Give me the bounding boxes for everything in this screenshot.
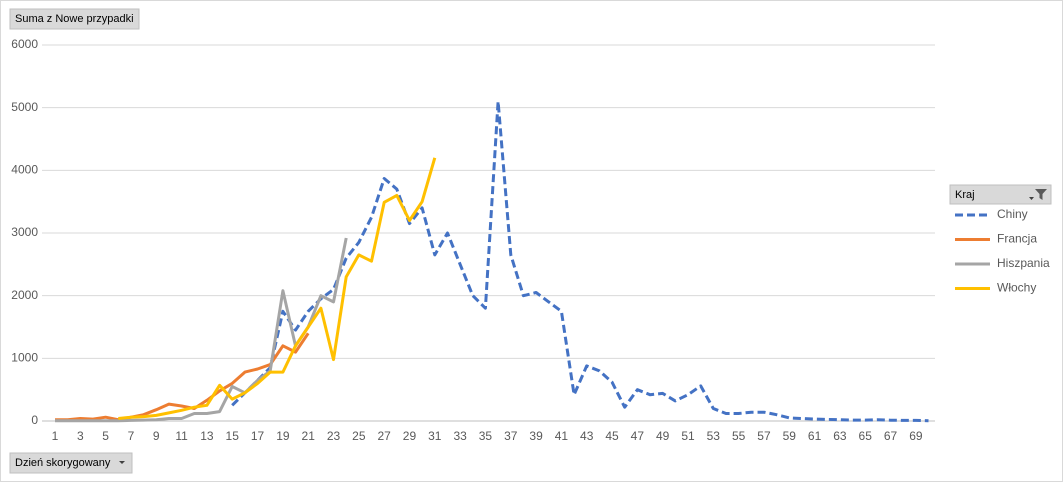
legend-label: Włochy	[997, 281, 1036, 295]
y-tick-label: 1000	[11, 351, 38, 365]
x-tick-label: 55	[732, 429, 746, 443]
x-tick-label: 69	[909, 429, 923, 443]
x-tick-label: 59	[783, 429, 797, 443]
x-tick-label: 1	[52, 429, 59, 443]
series-line	[55, 332, 310, 422]
legend-label: Chiny	[997, 207, 1028, 221]
x-tick-label: 65	[859, 429, 873, 443]
x-tick-label: 61	[808, 429, 822, 443]
legend-field-button[interactable]: Kraj	[949, 184, 1052, 205]
y-tick-label: 3000	[11, 225, 38, 239]
x-tick-label: 31	[428, 429, 442, 443]
y-tick-label: 4000	[11, 163, 38, 177]
x-tick-label: 39	[529, 429, 543, 443]
x-tick-label: 27	[377, 429, 391, 443]
value-field-label[interactable]: Suma z Nowe przypadki	[15, 13, 134, 25]
x-tick-label: 13	[200, 429, 214, 443]
x-tick-label: 21	[302, 429, 316, 443]
x-tick-label: 37	[504, 429, 518, 443]
series-line	[118, 157, 437, 420]
x-tick-label: 63	[833, 429, 847, 443]
x-tick-label: 41	[555, 429, 569, 443]
y-tick-label: 5000	[11, 100, 38, 114]
x-tick-label: 23	[327, 429, 341, 443]
x-tick-label: 47	[631, 429, 645, 443]
value-field-button[interactable]: Suma z Nowe przypadki	[9, 8, 140, 30]
axis-field-label[interactable]: Dzień skorygowany	[15, 457, 111, 469]
x-tick-label: 33	[453, 429, 467, 443]
x-tick-label: 19	[276, 429, 290, 443]
axis-field-button[interactable]: Dzień skorygowany	[9, 452, 133, 474]
x-tick-label: 5	[102, 429, 109, 443]
x-tick-label: 53	[707, 429, 721, 443]
x-tick-label: 7	[128, 429, 135, 443]
x-tick-label: 3	[77, 429, 84, 443]
x-tick-label: 51	[681, 429, 695, 443]
y-tick-label: 2000	[11, 288, 38, 302]
x-tick-label: 25	[352, 429, 366, 443]
x-tick-label: 67	[884, 429, 898, 443]
y-tick-label: 6000	[11, 37, 38, 51]
x-tick-label: 17	[251, 429, 265, 443]
legend-field-label[interactable]: Kraj	[955, 189, 975, 201]
legend-label: Francja	[997, 232, 1037, 246]
x-tick-label: 43	[580, 429, 594, 443]
x-tick-label: 15	[226, 429, 240, 443]
x-tick-label: 57	[757, 429, 771, 443]
x-tick-label: 9	[153, 429, 160, 443]
x-tick-label: 11	[175, 429, 188, 443]
y-tick-label: 0	[31, 413, 38, 427]
legend-label: Hiszpania	[997, 256, 1050, 270]
x-tick-label: 35	[479, 429, 493, 443]
x-tick-label: 45	[605, 429, 619, 443]
x-tick-label: 49	[656, 429, 670, 443]
x-tick-label: 29	[403, 429, 417, 443]
series-line	[231, 99, 929, 423]
